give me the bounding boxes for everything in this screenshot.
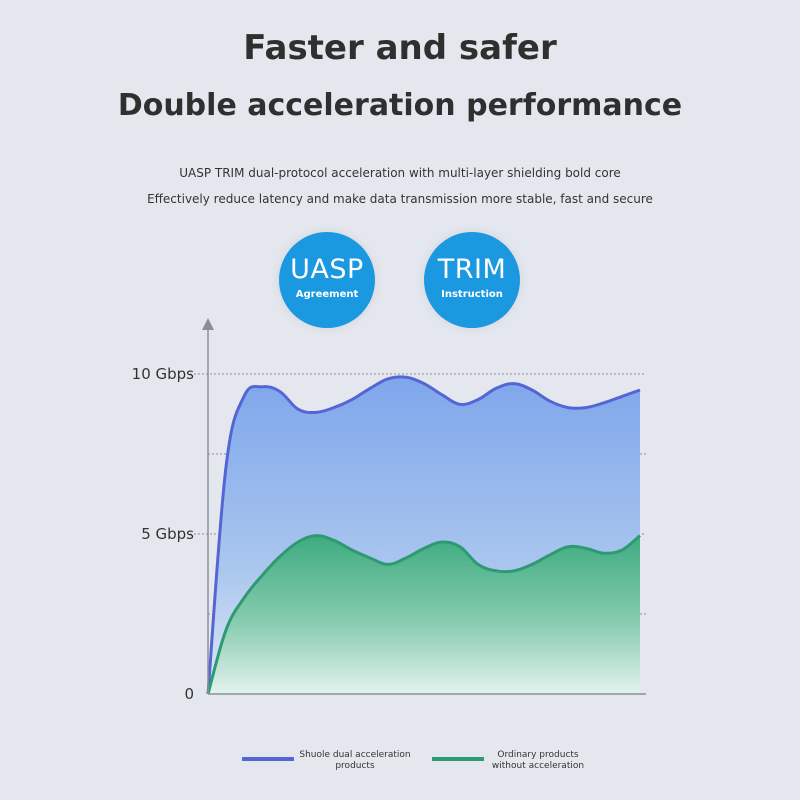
y-tick-label: 0 <box>184 685 194 703</box>
y-tick-label: 10 Gbps <box>132 365 195 383</box>
legend: Shuole dual acceleration products Ordinar… <box>242 750 584 771</box>
y-tick-labels: 0 5 Gbps 10 Gbps <box>132 365 195 703</box>
y-tick-label: 5 Gbps <box>141 525 194 543</box>
y-axis-arrow <box>202 318 214 330</box>
legend-label-shuole: Shuole dual acceleration products <box>299 750 410 771</box>
uasp-badge-title: UASP <box>290 254 364 285</box>
trim-badge-caption: Instruction <box>441 289 503 300</box>
uasp-badge-caption: Agreement <box>295 289 359 300</box>
page-subtitle: Double acceleration performance <box>117 88 683 123</box>
description-line-1: UASP TRIM dual-protocol acceleration wit… <box>179 166 621 180</box>
description-line-2: Effectively reduce latency and make data… <box>147 192 653 206</box>
page-title: Faster and safer <box>243 28 557 68</box>
trim-badge-title: TRIM <box>437 254 507 285</box>
series-area-ordinary <box>208 535 640 694</box>
series-line-ordinary <box>206 534 641 695</box>
trim-badge: TRIM Instruction <box>424 232 520 328</box>
series-line-shuole <box>206 375 641 695</box>
uasp-badge: UASP Agreement <box>279 232 375 328</box>
axes <box>202 318 646 695</box>
legend-label-ordinary: Ordinary products without acceleration <box>492 750 584 771</box>
